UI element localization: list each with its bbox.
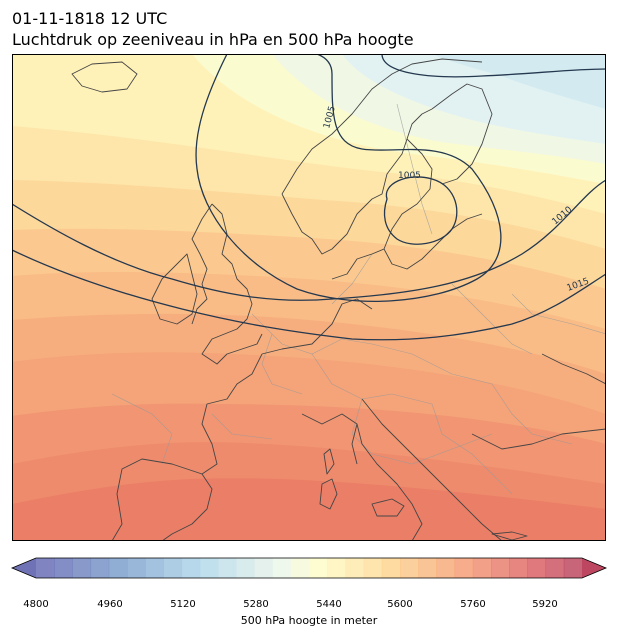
colorbar-cell bbox=[545, 558, 565, 578]
colorbar-cell bbox=[563, 558, 583, 578]
coastlines bbox=[71, 58, 606, 541]
colorbar-cell bbox=[181, 558, 201, 578]
country-borders bbox=[111, 103, 606, 495]
colorbar-cell bbox=[145, 558, 164, 578]
colorbar-extend-high bbox=[582, 558, 606, 578]
uk-coast bbox=[191, 203, 263, 365]
crete bbox=[491, 531, 528, 541]
colorbar-cell bbox=[327, 558, 346, 578]
weather-map: 1005 1005 1010 1015 bbox=[12, 54, 606, 541]
colorbar-cell bbox=[527, 558, 547, 578]
colorbar-cell bbox=[127, 558, 146, 578]
western-europe-coast bbox=[201, 298, 373, 475]
colorbar-cell bbox=[491, 558, 510, 578]
map-title: Luchtdruk op zeeniveau in hPa en 500 hPa… bbox=[12, 30, 414, 49]
colorbar-cell bbox=[454, 558, 474, 578]
balkan-coast bbox=[361, 398, 606, 541]
colorbar-cell bbox=[418, 558, 437, 578]
colorbar-cell bbox=[199, 558, 219, 578]
colorbar-cell bbox=[290, 558, 310, 578]
colorbar-cell bbox=[363, 558, 383, 578]
colorbar-tick: 4960 bbox=[97, 599, 123, 610]
colorbar-cell bbox=[345, 558, 365, 578]
colorbar-cell bbox=[509, 558, 528, 578]
colorbar-cell bbox=[54, 558, 73, 578]
isobar-1010 bbox=[12, 179, 606, 301]
map-datetime: 01-11-1818 12 UTC bbox=[12, 9, 168, 28]
colorbar bbox=[10, 557, 608, 579]
colorbar-cell bbox=[436, 558, 456, 578]
isobars bbox=[12, 54, 606, 341]
height-field bbox=[12, 54, 606, 541]
colorbar-tick: 5600 bbox=[387, 599, 413, 610]
finland-coast bbox=[431, 83, 493, 185]
colorbar-cell bbox=[218, 558, 237, 578]
black-sea-coast bbox=[541, 353, 606, 385]
isobar-1005-outer bbox=[195, 54, 502, 302]
italy-coast bbox=[301, 413, 423, 541]
isobar-1005-inner bbox=[381, 54, 606, 78]
colorbar-cell bbox=[381, 558, 401, 578]
isobar-1005-center bbox=[383, 176, 458, 245]
colorbar-cell bbox=[36, 558, 55, 578]
colorbar-cell bbox=[108, 558, 128, 578]
colorbar-tick: 4800 bbox=[23, 599, 49, 610]
colorbar-cell bbox=[236, 558, 255, 578]
sardinia bbox=[319, 478, 338, 510]
colorbar-tick: 5440 bbox=[316, 599, 342, 610]
colorbar-cell bbox=[309, 558, 328, 578]
colorbar-cell bbox=[254, 558, 274, 578]
colorbar-tick: 5280 bbox=[243, 599, 269, 610]
colorbar-tick: 5760 bbox=[460, 599, 486, 610]
colorbar-tick: 5920 bbox=[532, 599, 558, 610]
colorbar-cell bbox=[90, 558, 110, 578]
sicily bbox=[371, 498, 405, 517]
corsica bbox=[323, 448, 335, 475]
isobar-1015 bbox=[12, 249, 606, 341]
colorbar-cell bbox=[163, 558, 183, 578]
iceland-coast bbox=[71, 61, 138, 93]
iberia-coast bbox=[111, 458, 213, 541]
colorbar-tick: 5120 bbox=[170, 599, 196, 610]
isobar-label: 1005 bbox=[398, 171, 421, 181]
colorbar-cell bbox=[400, 558, 419, 578]
colorbar-label: 500 hPa hoogte in meter bbox=[240, 614, 378, 627]
colorbar-cell bbox=[72, 558, 92, 578]
colorbar-cell bbox=[472, 558, 492, 578]
scandinavia-coast bbox=[281, 58, 483, 255]
colorbar-extend-low bbox=[12, 558, 36, 578]
ireland-coast bbox=[151, 253, 198, 325]
colorbar-cell bbox=[272, 558, 292, 578]
